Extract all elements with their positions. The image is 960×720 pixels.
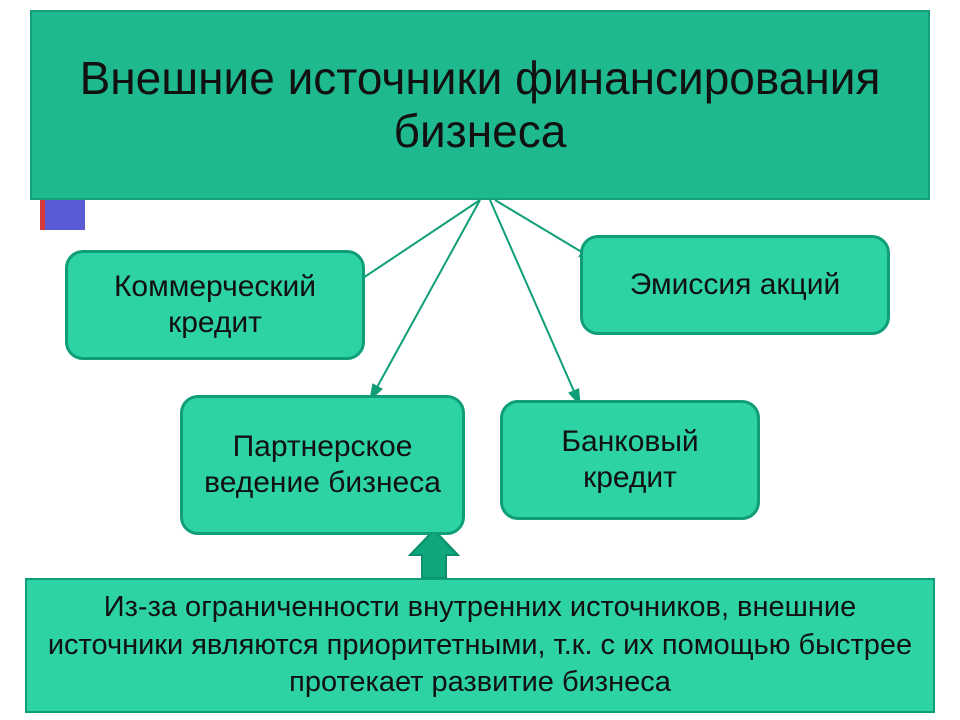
- footer-box: Из-за ограниченности внутренних источник…: [25, 578, 935, 713]
- edge-n1: [345, 200, 480, 290]
- diagram-stage: Внешние источники финансирования бизнеса…: [0, 0, 960, 720]
- node-commercial-credit: Коммерческий кредит: [65, 250, 365, 360]
- node-label: Партнерское ведение бизнеса: [193, 429, 452, 501]
- node-share-issue: Эмиссия акций: [580, 235, 890, 335]
- accent-bar: [40, 200, 85, 230]
- node-bank-credit: Банковый кредит: [500, 400, 760, 520]
- title-text: Внешние источники финансирования бизнеса: [52, 52, 908, 158]
- node-label: Банковый кредит: [513, 424, 747, 496]
- title-box: Внешние источники финансирования бизнеса: [30, 10, 930, 200]
- node-label: Эмиссия акций: [630, 267, 840, 303]
- edge-n4: [490, 200, 580, 405]
- node-partnership: Партнерское ведение бизнеса: [180, 395, 465, 535]
- node-label: Коммерческий кредит: [78, 269, 352, 341]
- edge-n3: [370, 200, 480, 400]
- footer-text: Из-за ограниченности внутренних источник…: [41, 589, 919, 702]
- up-arrow-icon: [410, 530, 458, 578]
